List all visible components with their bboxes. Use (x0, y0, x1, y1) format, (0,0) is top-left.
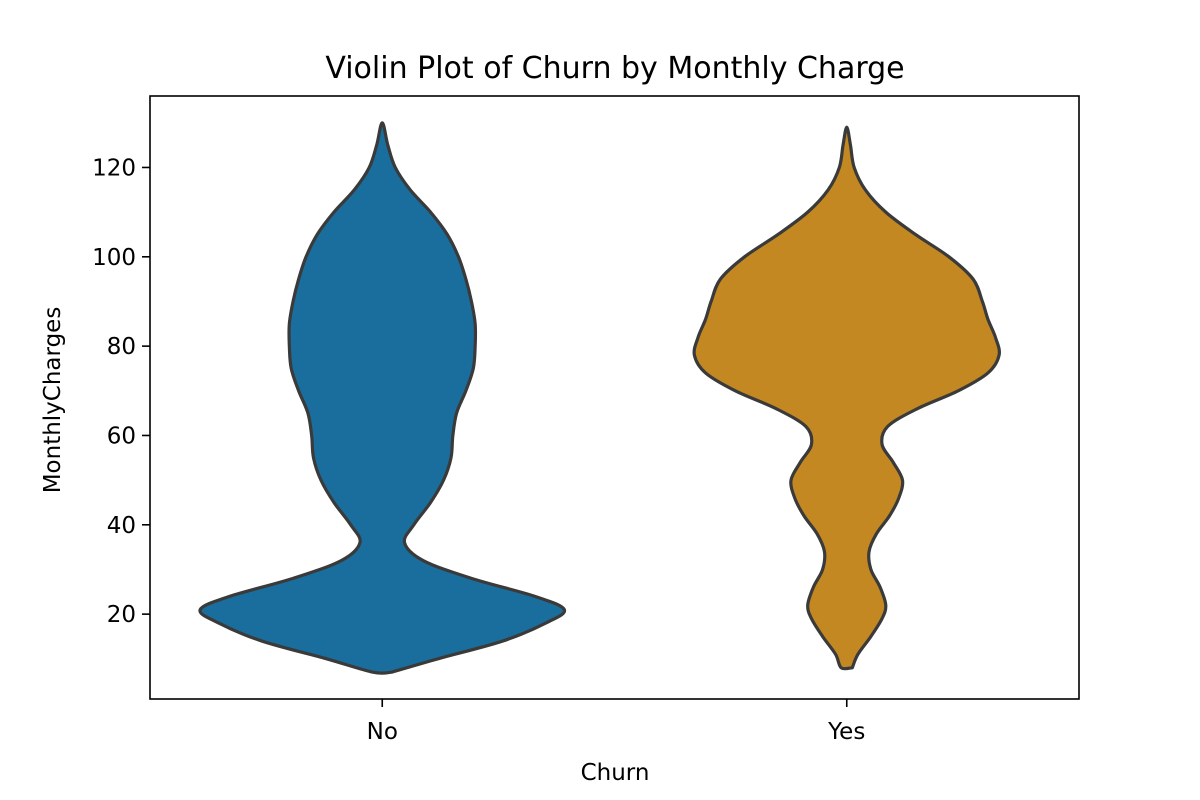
y-axis: 20 40 60 80 100 120 (92, 155, 150, 628)
x-axis-label: Churn (581, 760, 650, 786)
violins-group (198, 121, 1001, 675)
y-tick-label-20: 20 (107, 602, 136, 628)
plot-frame (149, 95, 1080, 700)
violin-no (198, 121, 567, 675)
violin-yes (692, 125, 1001, 671)
y-tick-label-120: 120 (92, 155, 136, 181)
chart-title: Violin Plot of Churn by Monthly Charge (325, 51, 904, 86)
y-tick-label-100: 100 (92, 245, 136, 271)
y-tick-label-40: 40 (107, 513, 136, 539)
y-axis-label: MonthlyCharges (40, 307, 66, 494)
y-tick-label-80: 80 (107, 334, 136, 360)
y-tick-label-60: 60 (107, 423, 136, 449)
x-tick-label-no: No (367, 719, 398, 745)
x-axis: No Yes (367, 699, 865, 745)
x-tick-label-yes: Yes (827, 719, 865, 745)
